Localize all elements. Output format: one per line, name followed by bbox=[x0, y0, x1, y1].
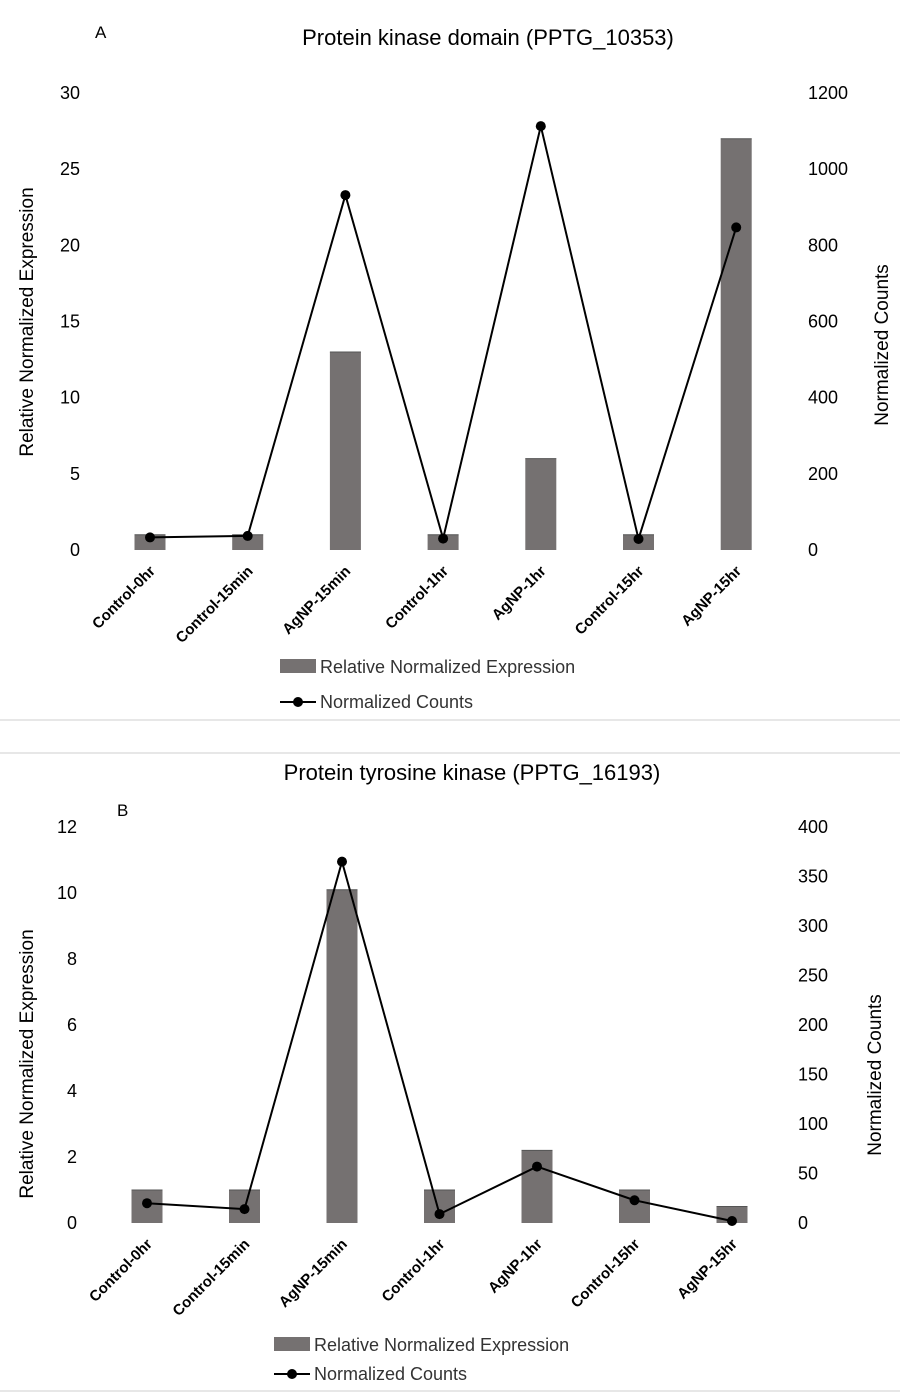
panel-a-bar bbox=[720, 138, 752, 550]
panel-a-counts-line bbox=[149, 125, 738, 543]
panel-a-y-left-tick: 0 bbox=[70, 540, 80, 560]
panel-a-y-right-tick: 800 bbox=[808, 235, 838, 255]
panel-a-legend-line-marker bbox=[293, 697, 303, 707]
panel-b-y-right-label: Normalized Counts bbox=[865, 994, 886, 1156]
panel-b-legend-line-marker bbox=[287, 1369, 297, 1379]
panel-a-bar bbox=[329, 351, 361, 550]
panel-b-x-category-label: Control-1hr bbox=[379, 1236, 449, 1306]
panel-b-y-right-tick: 0 bbox=[798, 1213, 808, 1233]
panel-a-y-left-tick: 30 bbox=[60, 83, 80, 103]
panel-a-x-category-label: Control-15hr bbox=[572, 563, 648, 639]
panel-b-x-category-label: Control-15min bbox=[169, 1236, 253, 1320]
panel-b-y-left-label: Relative Normalized Expression bbox=[17, 929, 38, 1198]
panel-a-y-right-label: Normalized Counts bbox=[872, 264, 893, 426]
panel-b-y-left-tick: 6 bbox=[67, 1015, 77, 1035]
panel-b-y-left-tick: 12 bbox=[57, 817, 77, 837]
panel-b-bar bbox=[521, 1150, 553, 1223]
panel-a-bar bbox=[525, 458, 557, 550]
panel-b-counts-point bbox=[142, 1198, 152, 1209]
panel-b-counts-point bbox=[239, 1204, 250, 1215]
panel-a-y-left-tick: 25 bbox=[60, 159, 80, 179]
panel-b-legend-bar-label: Relative Normalized Expression bbox=[314, 1335, 569, 1355]
panel-a-marks: 0 5 10 15 20 25 30 0 200 400 600 800 1000 1200 Control… bbox=[60, 83, 848, 647]
panel-b-bar bbox=[326, 889, 358, 1223]
panel-b-x-category-label: AgNP-15min bbox=[276, 1236, 351, 1311]
panel-a-legend-bar-label: Relative Normalized Expression bbox=[320, 657, 575, 677]
panel-b-y-right-tick: 150 bbox=[798, 1065, 828, 1085]
panel-a-x-category-label: Control-15min bbox=[173, 563, 257, 647]
chart-panel-b: B Protein tyrosine kinase (PPTG_16193) R… bbox=[17, 760, 886, 1384]
panel-a-y-right-tick: 1000 bbox=[808, 159, 848, 179]
panel-a-y-right-tick: 600 bbox=[808, 312, 838, 332]
panel-a-title: Protein kinase domain (PPTG_10353) bbox=[302, 25, 674, 50]
panel-b-x-category-label: AgNP-15hr bbox=[674, 1236, 741, 1303]
panel-a-counts-point bbox=[145, 532, 155, 543]
panel-b-counts-point bbox=[532, 1161, 542, 1172]
panel-a-counts-point bbox=[535, 121, 546, 132]
panel-b-y-left-tick: 10 bbox=[57, 883, 77, 903]
panel-a-counts-point bbox=[242, 530, 253, 541]
panel-a-bar bbox=[232, 534, 264, 550]
panel-b-legend-bar-swatch bbox=[274, 1337, 310, 1351]
panel-b-y-right-tick: 400 bbox=[798, 817, 828, 837]
panel-b-x-category-label: Control-0hr bbox=[86, 1236, 156, 1306]
panel-a-y-left-tick: 10 bbox=[60, 388, 80, 408]
panel-b-y-right-tick: 350 bbox=[798, 867, 828, 887]
panel-a-counts-point bbox=[633, 533, 644, 544]
panel-a-y-right-tick: 0 bbox=[808, 540, 818, 560]
panel-b-y-left-tick: 2 bbox=[67, 1147, 77, 1167]
panel-b-counts-point bbox=[434, 1209, 445, 1220]
panel-a-x-category-label: AgNP-15hr bbox=[678, 563, 745, 630]
panel-b-x-category-label: AgNP-1hr bbox=[485, 1236, 546, 1297]
panel-a-x-category-label: Control-0hr bbox=[89, 563, 159, 633]
panel-a-y-left-label: Relative Normalized Expression bbox=[17, 187, 38, 456]
panel-a-y-left-tick: 15 bbox=[60, 312, 80, 332]
panel-b-x-category-label: Control-15hr bbox=[568, 1236, 644, 1312]
panel-b-y-right-tick: 100 bbox=[798, 1114, 828, 1134]
panel-b-y-left-tick: 0 bbox=[67, 1213, 77, 1233]
panel-b-bar bbox=[619, 1190, 650, 1223]
panel-a-legend: Relative Normalized Expression Normalize… bbox=[280, 657, 575, 712]
panel-a-y-right-tick: 200 bbox=[808, 464, 838, 484]
panel-b-legend-line-label: Normalized Counts bbox=[314, 1364, 467, 1384]
panel-a-legend-line-label: Normalized Counts bbox=[320, 692, 473, 712]
panel-b-y-right-tick: 200 bbox=[798, 1015, 828, 1035]
panel-b-counts-point bbox=[629, 1195, 640, 1206]
panel-a-y-right-tick: 1200 bbox=[808, 83, 848, 103]
panel-b-y-left-tick: 8 bbox=[67, 949, 77, 969]
panel-a-legend-bar-swatch bbox=[280, 659, 316, 673]
panel-a-y-left-tick: 20 bbox=[60, 235, 80, 255]
panel-b-letter: B bbox=[117, 801, 128, 820]
panel-b-y-right-tick: 250 bbox=[798, 966, 828, 986]
panel-b-counts-point bbox=[727, 1216, 737, 1227]
panel-a-counts-point bbox=[438, 533, 449, 544]
panel-a-x-category-label: AgNP-1hr bbox=[489, 563, 550, 624]
chart-panel-a: A Protein kinase domain (PPTG_10353) Rel… bbox=[17, 23, 893, 712]
panel-b-title: Protein tyrosine kinase (PPTG_16193) bbox=[284, 760, 661, 785]
panel-b-legend: Relative Normalized Expression Normalize… bbox=[274, 1335, 569, 1384]
panel-a-counts-point bbox=[340, 190, 351, 201]
panel-b-y-right-tick: 50 bbox=[798, 1164, 818, 1184]
panel-a-y-right-tick: 400 bbox=[808, 388, 838, 408]
panel-b-counts-line bbox=[146, 857, 733, 1222]
panel-a-y-left-tick: 5 bbox=[70, 464, 80, 484]
panel-a-x-category-label: AgNP-15min bbox=[279, 563, 354, 638]
panel-a-letter: A bbox=[95, 23, 107, 42]
panel-a-x-category-label: Control-1hr bbox=[382, 563, 452, 633]
panel-b-y-right-tick: 300 bbox=[798, 916, 828, 936]
panel-b-marks: 0 2 4 6 8 10 12 0 50 100 150 200 250 300 350 400 Control… bbox=[57, 817, 828, 1320]
panel-b-counts-point bbox=[337, 856, 347, 867]
panel-a-counts-point bbox=[731, 222, 742, 233]
panel-b-y-left-tick: 4 bbox=[67, 1081, 77, 1101]
